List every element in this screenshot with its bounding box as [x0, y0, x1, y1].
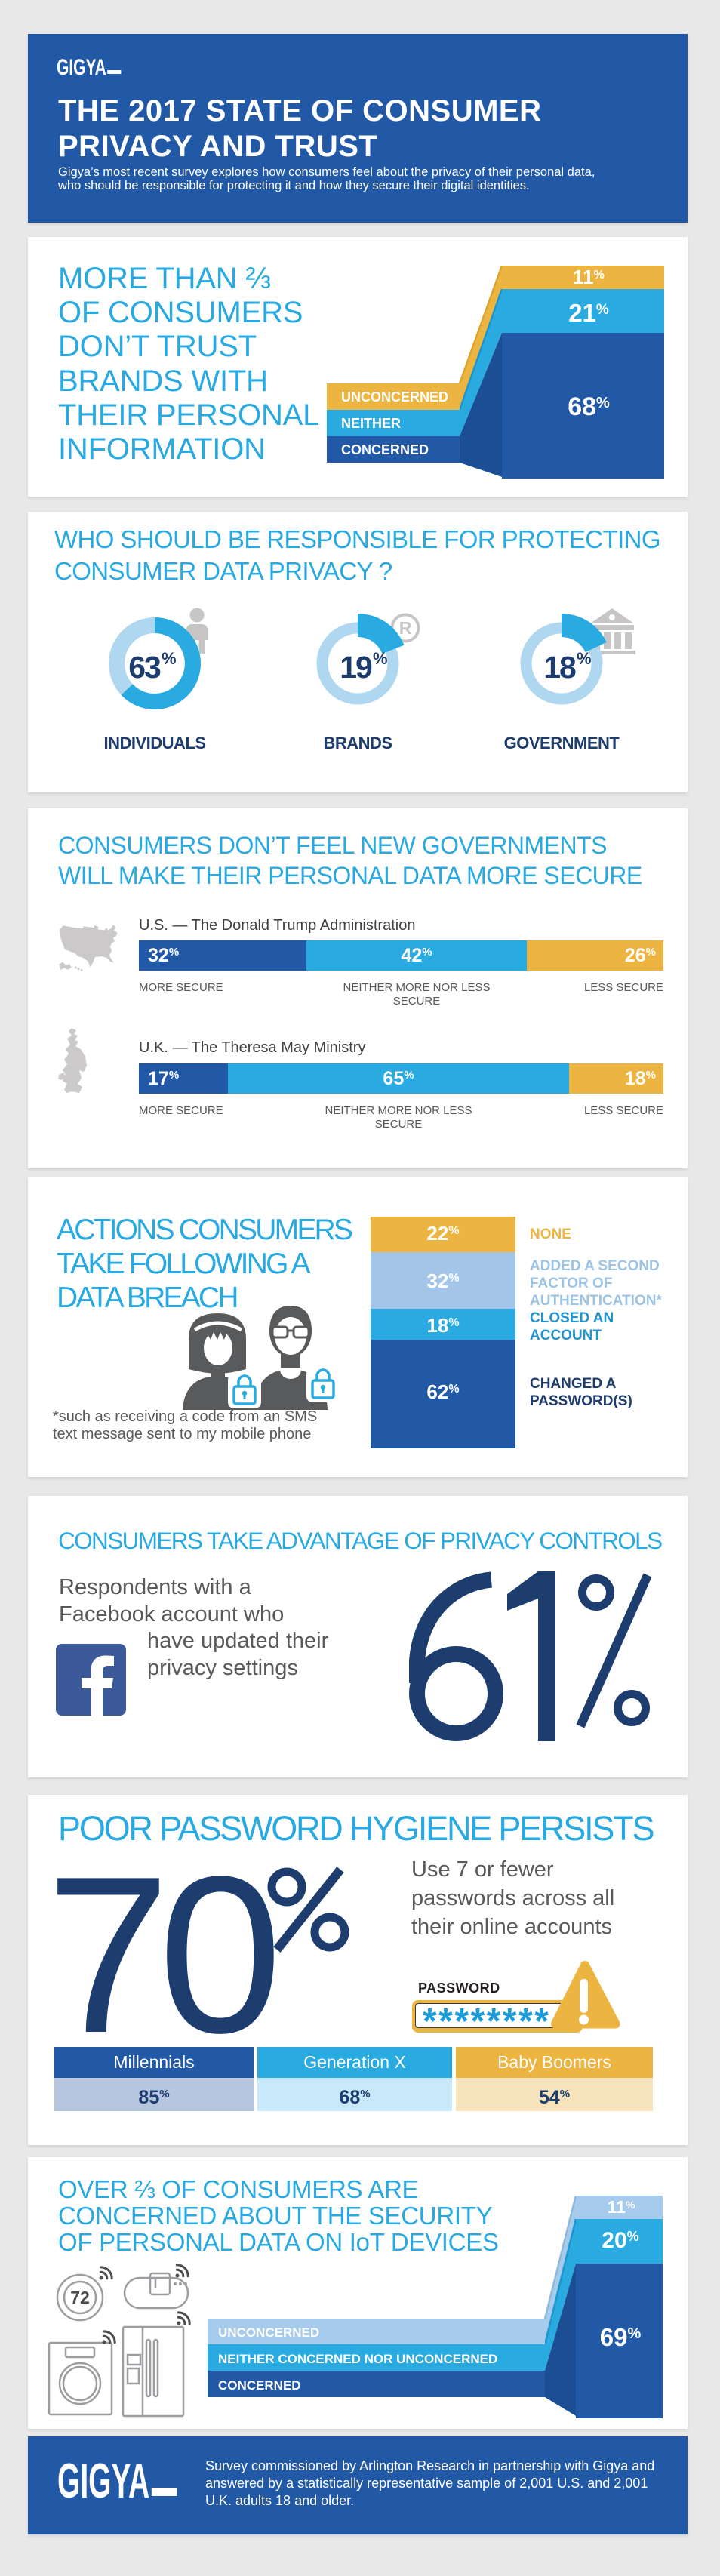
svg-text:%: %: [577, 649, 592, 668]
svg-text:CONCERNED: CONCERNED: [218, 2378, 301, 2393]
svg-text:18: 18: [543, 650, 576, 685]
svg-text:19: 19: [340, 650, 372, 685]
svg-text:NEITHER CONCERNED NOR UNCONCER: NEITHER CONCERNED NOR UNCONCERNED: [218, 2352, 497, 2366]
svg-text:%: %: [373, 649, 388, 668]
svg-text:69%: 69%: [600, 2323, 642, 2351]
svg-text:UNCONCERNED: UNCONCERNED: [341, 389, 448, 405]
svg-text:BRANDS: BRANDS: [323, 734, 392, 752]
svg-text:NEITHER: NEITHER: [341, 416, 401, 431]
svg-text:INDIVIDUALS: INDIVIDUALS: [103, 734, 205, 752]
svg-text:CONCERNED: CONCERNED: [341, 442, 429, 457]
svg-text:72: 72: [70, 2288, 90, 2307]
svg-text:63: 63: [128, 650, 161, 685]
svg-text:R: R: [399, 618, 412, 638]
svg-text:UNCONCERNED: UNCONCERNED: [218, 2325, 319, 2340]
svg-text:GOVERNMENT: GOVERNMENT: [504, 734, 620, 752]
svg-text:%: %: [162, 649, 177, 668]
